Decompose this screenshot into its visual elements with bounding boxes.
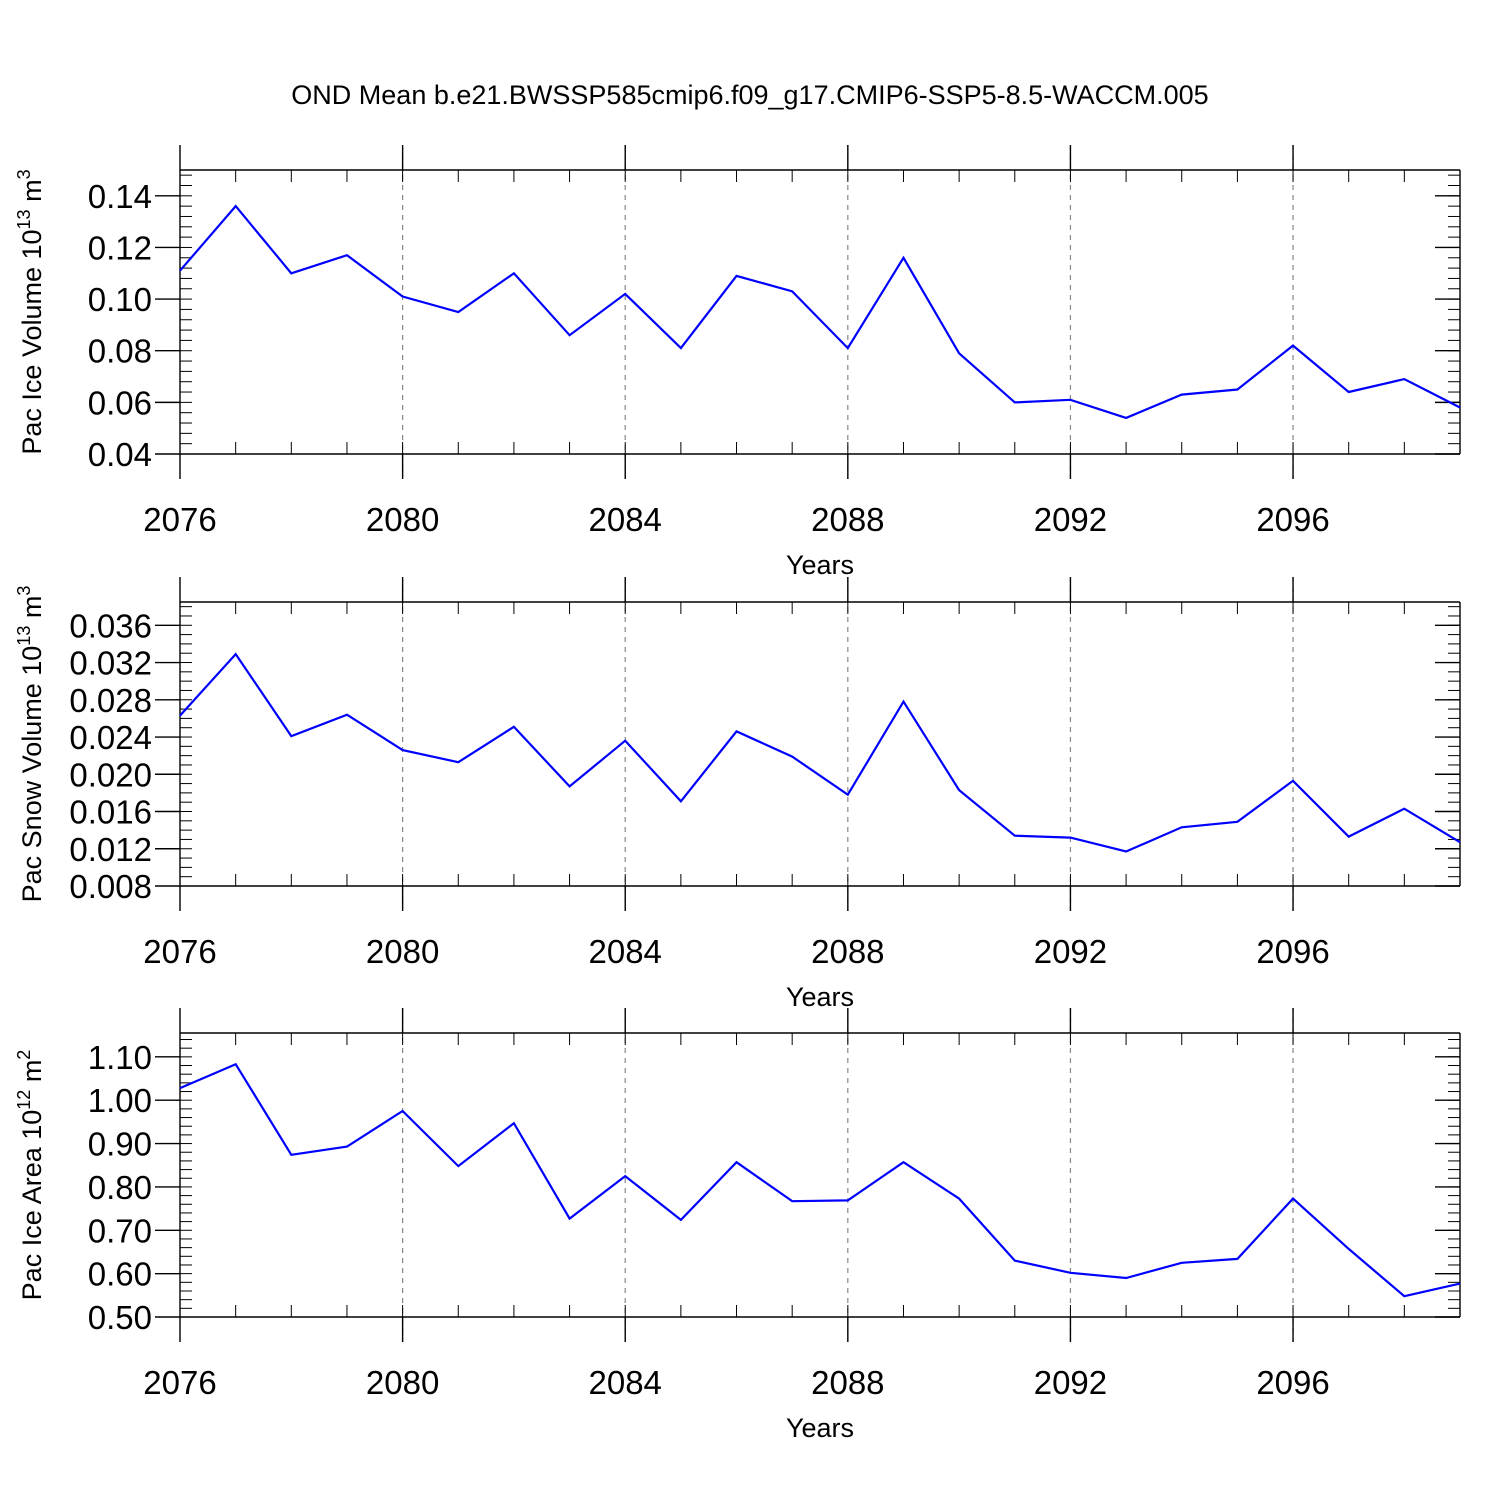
y-tick-label: 0.06	[88, 384, 152, 421]
x-tick-label: 2096	[1256, 933, 1329, 970]
y-tick-label: 0.020	[69, 756, 152, 793]
y-tick-label: 1.00	[88, 1082, 152, 1119]
x-tick-label: 2092	[1034, 501, 1107, 538]
x-tick-label: 2076	[143, 1364, 216, 1401]
x-tick-label: 2096	[1256, 1364, 1329, 1401]
x-tick-label: 2084	[589, 501, 662, 538]
x-tick-label: 2088	[811, 1364, 884, 1401]
x-tick-label: 2088	[811, 501, 884, 538]
x-tick-label: 2080	[366, 933, 439, 970]
y-tick-label: 0.70	[88, 1212, 152, 1249]
y-tick-label: 0.12	[88, 229, 152, 266]
x-tick-label: 2088	[811, 933, 884, 970]
series-line-ice-volume	[179, 204, 1461, 420]
series-line-ice-area	[179, 1062, 1461, 1298]
y-tick-label: 0.016	[69, 794, 152, 831]
y-tick-label: 0.04	[88, 436, 152, 473]
y-tick-label: 0.036	[69, 607, 152, 644]
y-tick-label: 0.012	[69, 831, 152, 868]
x-tick-label: 2084	[589, 1364, 662, 1401]
panel-ice-area: 0.50 0.60 0.70 0.80 0.90 1.00 1.10 2076 2080 2084…	[14, 1008, 1461, 1443]
figure-title: OND Mean b.e21.BWSSP585cmip6.f09_g17.CMI…	[291, 80, 1209, 110]
x-tick-label: 2076	[143, 933, 216, 970]
y-axis-title: Pac Ice Area 1012 m2	[14, 1050, 47, 1301]
x-tick-label: 2084	[589, 933, 662, 970]
x-tick-label: 2092	[1034, 933, 1107, 970]
y-tick-label: 0.08	[88, 333, 152, 370]
x-tick-label: 2080	[366, 501, 439, 538]
panel-snow-volume: 0.0080.0120.0160.0200.0240.0280.0320.036…	[14, 577, 1461, 1012]
y-axis-title: Pac Snow Volume 1013 m3	[14, 586, 47, 903]
y-tick-label: 0.90	[88, 1126, 152, 1163]
x-tick-label: 2080	[366, 1364, 439, 1401]
y-tick-label: 0.028	[69, 682, 152, 719]
y-tick-label: 0.032	[69, 645, 152, 682]
x-axis-title: Years	[786, 982, 854, 1012]
y-tick-label: 0.024	[69, 719, 152, 756]
panel-ice-volume: 0.04 0.06 0.08 0.10 0.12 0.14 2076 2080 2084 2088…	[14, 145, 1461, 580]
x-axis-title: Years	[786, 550, 854, 580]
y-tick-label: 1.10	[88, 1039, 152, 1076]
x-tick-label: 2076	[143, 501, 216, 538]
y-tick-label: 0.14	[88, 178, 152, 215]
x-axis-title: Years	[786, 1413, 854, 1443]
y-tick-label: 0.10	[88, 281, 152, 318]
x-tick-label: 2092	[1034, 1364, 1107, 1401]
y-tick-label: 0.50	[88, 1299, 152, 1336]
y-tick-label: 0.60	[88, 1256, 152, 1293]
x-tick-label: 2096	[1256, 501, 1329, 538]
y-tick-label: 0.80	[88, 1169, 152, 1206]
y-tick-label: 0.008	[69, 868, 152, 905]
series-line-snow-volume	[179, 652, 1461, 853]
y-axis-title: Pac Ice Volume 1013 m3	[14, 169, 47, 454]
